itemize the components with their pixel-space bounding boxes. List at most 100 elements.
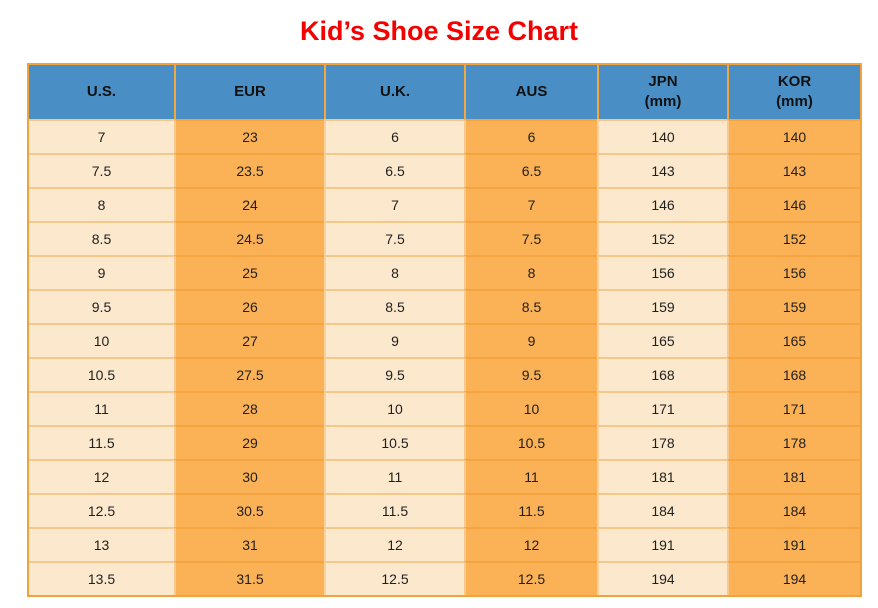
table-cell: 159 xyxy=(727,289,860,323)
table-cell: 23.5 xyxy=(174,153,324,187)
table-cell: 171 xyxy=(727,391,860,425)
table-cell: 11.5 xyxy=(324,493,464,527)
table-row: 8 24 7 7 146 146 xyxy=(29,187,860,221)
table-cell: 191 xyxy=(597,527,727,561)
table-cell: 7.5 xyxy=(29,153,174,187)
shoe-size-table: U.S. EUR U.K. AUS JPN (mm) KOR (mm) xyxy=(27,63,862,597)
column-unit-label: (mm) xyxy=(644,93,682,110)
table-cell: 7.5 xyxy=(464,221,597,255)
table-cell: 6 xyxy=(324,119,464,153)
table-cell: 12 xyxy=(29,459,174,493)
table-cell: 168 xyxy=(597,357,727,391)
table-cell: 6 xyxy=(464,119,597,153)
table-cell: 31.5 xyxy=(174,561,324,595)
table-cell: 12 xyxy=(464,527,597,561)
table-cell: 7 xyxy=(29,119,174,153)
table-row: 10 27 9 9 165 165 xyxy=(29,323,860,357)
table-cell: 159 xyxy=(597,289,727,323)
table-cell: 191 xyxy=(727,527,860,561)
table-cell: 12.5 xyxy=(29,493,174,527)
table-cell: 8.5 xyxy=(29,221,174,255)
column-label: EUR xyxy=(234,82,266,100)
table-cell: 12.5 xyxy=(324,561,464,595)
column-header-us: U.S. xyxy=(29,65,174,119)
table-cell: 7.5 xyxy=(324,221,464,255)
table-row: 12 30 11 11 181 181 xyxy=(29,459,860,493)
column-label: KOR xyxy=(777,72,812,90)
table-cell: 6.5 xyxy=(464,153,597,187)
table-cell: 184 xyxy=(727,493,860,527)
table-cell: 152 xyxy=(597,221,727,255)
table-cell: 9 xyxy=(29,255,174,289)
table-cell: 6.5 xyxy=(324,153,464,187)
table-cell: 26 xyxy=(174,289,324,323)
table-cell: 178 xyxy=(597,425,727,459)
table-cell: 10 xyxy=(324,391,464,425)
table-row: 7.5 23.5 6.5 6.5 143 143 xyxy=(29,153,860,187)
column-header-eur: EUR xyxy=(174,65,324,119)
table-cell: 27.5 xyxy=(174,357,324,391)
table-cell: 10.5 xyxy=(324,425,464,459)
table-cell: 9 xyxy=(324,323,464,357)
table-cell: 24.5 xyxy=(174,221,324,255)
table-row: 13.5 31.5 12.5 12.5 194 194 xyxy=(29,561,860,595)
table-cell: 9.5 xyxy=(324,357,464,391)
table-cell: 156 xyxy=(727,255,860,289)
table-cell: 152 xyxy=(727,221,860,255)
table-row: 11 28 10 10 171 171 xyxy=(29,391,860,425)
table-cell: 30.5 xyxy=(174,493,324,527)
table-cell: 9 xyxy=(464,323,597,357)
header-row: U.S. EUR U.K. AUS JPN (mm) KOR (mm) xyxy=(29,65,860,119)
table-cell: 156 xyxy=(597,255,727,289)
table-row: 8.5 24.5 7.5 7.5 152 152 xyxy=(29,221,860,255)
column-header-jpn: JPN (mm) xyxy=(597,65,727,119)
table-cell: 10 xyxy=(464,391,597,425)
table-body: 7 23 6 6 140 140 7.5 23.5 6.5 6.5 143 143 8 24 7 7 146 14… xyxy=(29,119,860,595)
column-header-uk: U.K. xyxy=(324,65,464,119)
column-header-kor: KOR (mm) xyxy=(727,65,860,119)
table-cell: 146 xyxy=(597,187,727,221)
table-cell: 8 xyxy=(464,255,597,289)
table-cell: 11 xyxy=(464,459,597,493)
column-header-aus: AUS xyxy=(464,65,597,119)
table-cell: 11.5 xyxy=(464,493,597,527)
table-row: 11.5 29 10.5 10.5 178 178 xyxy=(29,425,860,459)
column-label: JPN xyxy=(648,72,678,90)
table-cell: 27 xyxy=(174,323,324,357)
table-cell: 171 xyxy=(597,391,727,425)
table-cell: 31 xyxy=(174,527,324,561)
table-cell: 10 xyxy=(29,323,174,357)
table-row: 10.5 27.5 9.5 9.5 168 168 xyxy=(29,357,860,391)
table-cell: 30 xyxy=(174,459,324,493)
table-cell: 7 xyxy=(464,187,597,221)
table-cell: 143 xyxy=(597,153,727,187)
table-cell: 8.5 xyxy=(324,289,464,323)
table-cell: 168 xyxy=(727,357,860,391)
table-cell: 9.5 xyxy=(464,357,597,391)
table-cell: 178 xyxy=(727,425,860,459)
table-cell: 11.5 xyxy=(29,425,174,459)
table-cell: 194 xyxy=(597,561,727,595)
table-cell: 165 xyxy=(727,323,860,357)
table-cell: 12 xyxy=(324,527,464,561)
table-cell: 9.5 xyxy=(29,289,174,323)
table-row: 12.5 30.5 11.5 11.5 184 184 xyxy=(29,493,860,527)
table-cell: 165 xyxy=(597,323,727,357)
table-cell: 181 xyxy=(597,459,727,493)
table-row: 9.5 26 8.5 8.5 159 159 xyxy=(29,289,860,323)
table-row: 7 23 6 6 140 140 xyxy=(29,119,860,153)
table-cell: 28 xyxy=(174,391,324,425)
table-cell: 29 xyxy=(174,425,324,459)
table-cell: 140 xyxy=(597,119,727,153)
table-cell: 25 xyxy=(174,255,324,289)
table-cell: 13 xyxy=(29,527,174,561)
table-cell: 13.5 xyxy=(29,561,174,595)
table-cell: 181 xyxy=(727,459,860,493)
table-cell: 24 xyxy=(174,187,324,221)
table-cell: 194 xyxy=(727,561,860,595)
table-header: U.S. EUR U.K. AUS JPN (mm) KOR (mm) xyxy=(29,65,860,119)
table-cell: 8.5 xyxy=(464,289,597,323)
column-label: U.S. xyxy=(86,82,117,100)
table-cell: 12.5 xyxy=(464,561,597,595)
table-cell: 11 xyxy=(29,391,174,425)
